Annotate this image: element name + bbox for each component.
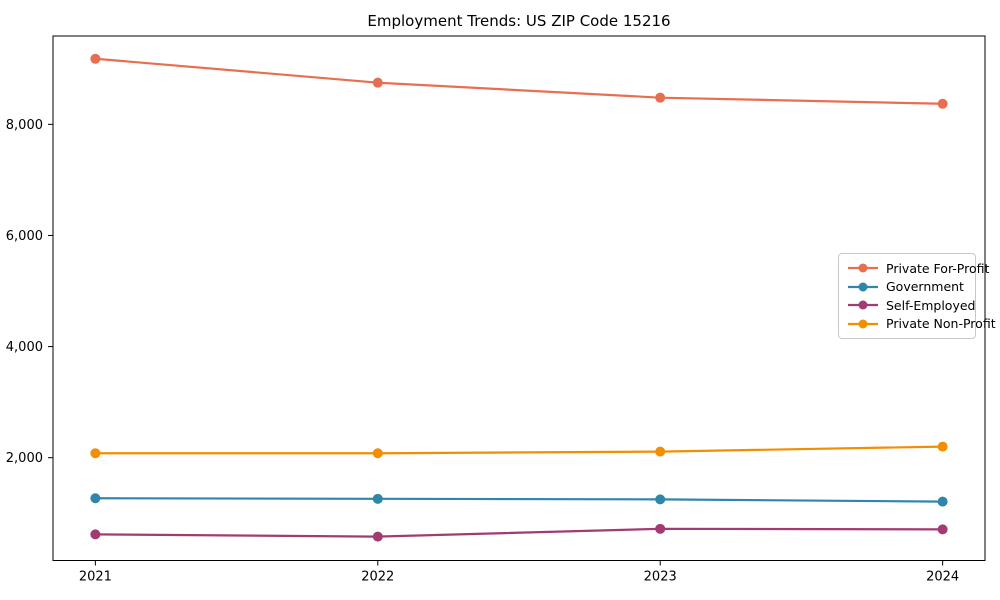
series-line-private-non-profit [94, 445, 944, 455]
data-point [90, 529, 101, 540]
data-point [655, 92, 666, 103]
legend-marker-icon [848, 300, 878, 310]
data-point [90, 448, 101, 459]
legend-marker-icon [848, 282, 878, 292]
data-point [655, 446, 666, 457]
series-line-government [94, 497, 944, 503]
y-tick-label: 8,000 [6, 118, 43, 133]
legend-label: Private For-Profit [886, 260, 990, 276]
legend-item: Government [848, 278, 967, 297]
x-tick-label: 2023 [644, 570, 677, 585]
data-point [937, 441, 948, 452]
series-line-self-employed [94, 527, 944, 538]
data-point [372, 531, 383, 542]
data-point [937, 524, 948, 535]
data-point [372, 448, 383, 459]
data-point [90, 493, 101, 504]
legend-label: Government [886, 279, 964, 295]
y-tick-label: 2,000 [6, 451, 43, 466]
data-point [655, 523, 666, 534]
legend-marker-icon [848, 319, 878, 329]
data-point [372, 493, 383, 504]
chart-title: Employment Trends: US ZIP Code 15216 [367, 12, 671, 30]
y-tick-label: 6,000 [6, 229, 43, 244]
legend: Private For-Profit Government Self-Employe… [838, 253, 996, 339]
legend-item: Private For-Profit [848, 259, 989, 278]
y-tick-label: 4,000 [6, 340, 43, 355]
legend-item: Private Non-Profit [848, 315, 996, 334]
legend-label: Self-Employed [886, 297, 976, 313]
series-line-private-for-profit [94, 57, 944, 105]
legend-item: Self-Employed [848, 296, 975, 315]
data-point [372, 77, 383, 88]
x-tick-label: 2022 [361, 570, 394, 585]
data-point [937, 496, 948, 507]
data-point [90, 53, 101, 64]
data-point [937, 98, 948, 109]
x-tick-label: 2021 [79, 570, 112, 585]
legend-marker-icon [848, 263, 878, 273]
plot-frame [52, 35, 986, 561]
data-point [655, 494, 666, 505]
x-tick-label: 2024 [926, 570, 959, 585]
legend-label: Private Non-Profit [886, 316, 996, 332]
